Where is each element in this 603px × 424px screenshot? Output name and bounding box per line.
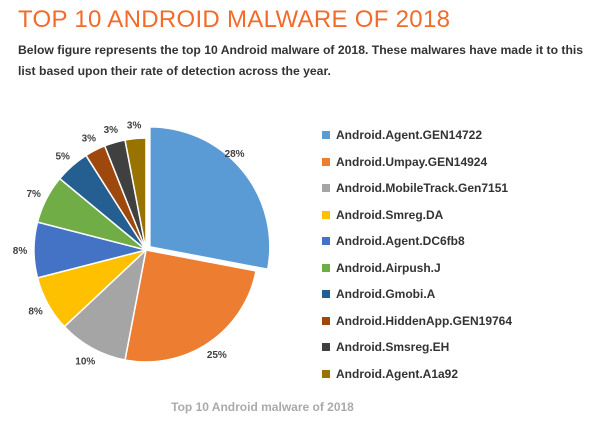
legend-label: Android.Umpay.GEN14924 [336, 154, 488, 169]
legend-label: Android.HiddenApp.GEN19764 [336, 313, 513, 328]
legend-swatch [322, 316, 330, 325]
data-label: 8% [28, 307, 43, 318]
legend-label: Android.Smreg.DA [336, 207, 444, 222]
chart-caption: Top 10 Android malware of 2018 [171, 400, 354, 414]
page-title: TOP 10 ANDROID MALWARE OF 2018 [18, 6, 451, 33]
data-label: 3% [127, 121, 142, 132]
legend-item: Android.Umpay.GEN14924 [322, 155, 487, 169]
pie-slice [124, 249, 257, 363]
data-label: 3% [82, 134, 97, 145]
legend-label: Android.Airpush.J [336, 260, 441, 275]
legend-swatch [322, 290, 330, 298]
legend-item: Android.Smsreg.EH [322, 340, 449, 354]
legend-item: Android.MobileTrack.Gen7151 [322, 181, 508, 195]
legend-label: Android.Agent.A1a92 [336, 366, 459, 381]
legend-swatch [322, 131, 330, 139]
legend-item: Android.Agent.DC6fb8 [322, 234, 465, 248]
data-label: 10% [75, 356, 95, 367]
data-label: 8% [13, 246, 28, 257]
legend-item: Android.Smreg.DA [322, 208, 443, 222]
data-label: 25% [207, 350, 227, 361]
legend-swatch [322, 263, 330, 272]
legend-label: Android.Agent.DC6fb8 [336, 234, 465, 248]
legend-item: Android.Gmobi.A [322, 287, 435, 301]
legend-label: Android.Agent.GEN14722 [336, 128, 483, 142]
legend-swatch [322, 369, 330, 378]
data-label: 3% [104, 125, 119, 136]
legend-item: Android.Agent.A1a92 [322, 367, 458, 381]
data-label: 7% [27, 189, 42, 200]
data-label: 28% [225, 149, 245, 160]
legend-label: Android.MobileTrack.Gen7151 [336, 181, 509, 195]
legend-swatch [322, 157, 330, 166]
legend-item: Android.HiddenApp.GEN19764 [322, 314, 512, 328]
legend-item: Android.Agent.GEN14722 [322, 128, 482, 142]
pie-slice [124, 137, 147, 251]
legend-swatch [322, 237, 330, 245]
legend-swatch [322, 210, 330, 219]
legend-swatch [322, 343, 330, 351]
pie-chart: 28% 25% 10% 8% 8% 7% 5% 3% 3% 3% [13, 121, 271, 367]
legend-label: Android.Gmobi.A [336, 287, 436, 301]
description: Below figure represents the top 10 Andro… [18, 43, 584, 78]
legend-swatch [322, 184, 330, 192]
data-label: 5% [55, 151, 70, 162]
legend-item: Android.Airpush.J [322, 261, 441, 275]
legend-label: Android.Smsreg.EH [336, 340, 450, 354]
pie-slice [149, 126, 271, 271]
